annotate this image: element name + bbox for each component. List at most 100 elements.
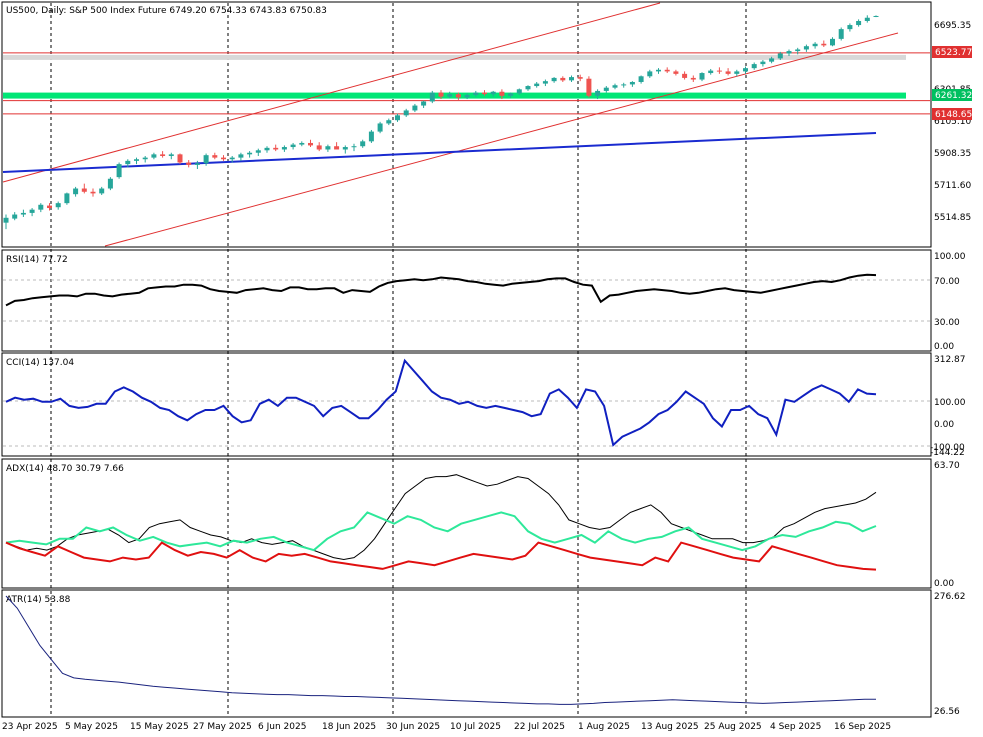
rsi-tick-label: 0.00 xyxy=(934,342,954,352)
y-tick-label: 6105.10 xyxy=(934,117,971,127)
candle-body xyxy=(255,150,261,153)
candle-body xyxy=(508,93,514,96)
level-tag-bg xyxy=(932,89,972,101)
cci-tick-label: 312.87 xyxy=(934,355,966,365)
candle-body xyxy=(777,53,783,59)
candle-body xyxy=(386,120,392,124)
candle-body xyxy=(134,159,139,161)
candle-body xyxy=(873,15,879,17)
candle-body xyxy=(194,163,200,165)
level-tag-bg xyxy=(932,108,972,120)
candle-body xyxy=(325,146,331,150)
candle-body xyxy=(12,214,18,219)
atr-tick-label: 26.56 xyxy=(934,707,960,717)
candle-body xyxy=(595,90,601,96)
candle-body xyxy=(160,154,166,156)
rsi-line xyxy=(5,273,877,307)
candle-body xyxy=(664,69,670,72)
x-tick-label: 1 Aug 2025 xyxy=(578,722,630,732)
candle-body xyxy=(812,43,818,47)
rsi-pane-frame xyxy=(1,249,932,352)
blue-trend-line xyxy=(2,132,877,173)
candle-body xyxy=(342,147,348,150)
candle-body xyxy=(221,157,226,160)
candle-body xyxy=(847,25,853,30)
candle-body xyxy=(73,188,79,195)
candle-body xyxy=(525,86,531,90)
candle-body xyxy=(125,160,131,165)
rsi-header: RSI(14) 77.72 xyxy=(6,255,68,265)
candle-body xyxy=(821,43,827,46)
candle-body xyxy=(403,110,409,116)
adx-tick-label: 0.00 xyxy=(934,579,954,589)
y-tick-label: 5908.35 xyxy=(934,149,971,159)
candle-body xyxy=(55,203,61,208)
candle-body xyxy=(682,73,688,78)
candle-body xyxy=(455,94,461,98)
level-tag-label: 6261.32 xyxy=(935,91,972,101)
candle-body xyxy=(334,146,340,150)
candle-body xyxy=(656,69,661,72)
main-pane-frame xyxy=(1,1,932,248)
candle-body xyxy=(499,91,505,96)
candle-body xyxy=(308,142,313,146)
level-tags: 6523.77 6261.32 6148.65 xyxy=(932,46,972,120)
indicator-levels xyxy=(3,279,930,447)
candle-body xyxy=(586,78,592,96)
candle-body xyxy=(90,191,96,194)
x-axis: 23 Apr 2025 5 May 2025 15 May 2025 27 Ma… xyxy=(2,722,891,732)
candle-body xyxy=(64,193,70,204)
cci-header: CCI(14) 137.04 xyxy=(6,358,74,368)
main-header: US500, Daily: S&P 500 Index Future 6749.… xyxy=(6,6,327,16)
candle-body xyxy=(464,94,470,98)
candle-body xyxy=(838,29,844,39)
candle-body xyxy=(830,38,835,46)
candle-body xyxy=(621,84,627,86)
candle-body xyxy=(612,85,618,88)
x-tick-label: 13 Aug 2025 xyxy=(641,722,699,732)
x-tick-label: 6 Jun 2025 xyxy=(258,722,306,732)
candle-body xyxy=(786,51,792,54)
candle-body xyxy=(99,188,105,194)
candle-body xyxy=(81,188,87,192)
candle-body xyxy=(290,144,296,148)
level-tag-label: 6523.77 xyxy=(935,48,972,58)
level-tag-label: 6148.65 xyxy=(935,110,972,120)
di-plus-line xyxy=(5,511,877,552)
y-tick-label: 5711.60 xyxy=(934,181,971,191)
candle-body xyxy=(516,89,522,94)
candle-body xyxy=(716,70,722,72)
candlesticks xyxy=(3,15,879,230)
candle-body xyxy=(299,142,305,145)
candle-body xyxy=(273,147,279,150)
atr-pane-frame xyxy=(1,589,932,718)
x-tick-label: 22 Jul 2025 xyxy=(514,722,565,732)
x-tick-label: 23 Apr 2025 xyxy=(2,722,58,732)
atr-header: ATR(14) 53.88 xyxy=(6,595,71,605)
candle-body xyxy=(438,92,444,97)
candle-body xyxy=(725,71,731,74)
candle-body xyxy=(629,81,635,85)
x-tick-label: 18 Jun 2025 xyxy=(322,722,376,732)
candle-body xyxy=(168,154,174,156)
level-tag-bg xyxy=(932,46,972,58)
candle-body xyxy=(673,71,679,74)
candle-body xyxy=(247,152,253,155)
candle-body xyxy=(690,77,696,80)
candle-body xyxy=(29,209,35,213)
candle-body xyxy=(769,58,775,62)
support-zone xyxy=(3,92,906,99)
candle-body xyxy=(3,217,9,223)
candle-body xyxy=(699,73,705,80)
candle-body xyxy=(708,70,714,74)
candle-body xyxy=(264,147,270,151)
x-tick-label: 27 May 2025 xyxy=(193,722,252,732)
candle-body xyxy=(447,94,453,97)
indicator-y-axes: 100.00 70.00 30.00 0.00 312.87 100.00 0.… xyxy=(930,252,966,717)
atr-line xyxy=(5,595,876,705)
candle-body xyxy=(151,154,157,158)
x-tick-label: 15 May 2025 xyxy=(130,722,189,732)
candle-body xyxy=(473,92,479,95)
candle-body xyxy=(542,81,548,84)
